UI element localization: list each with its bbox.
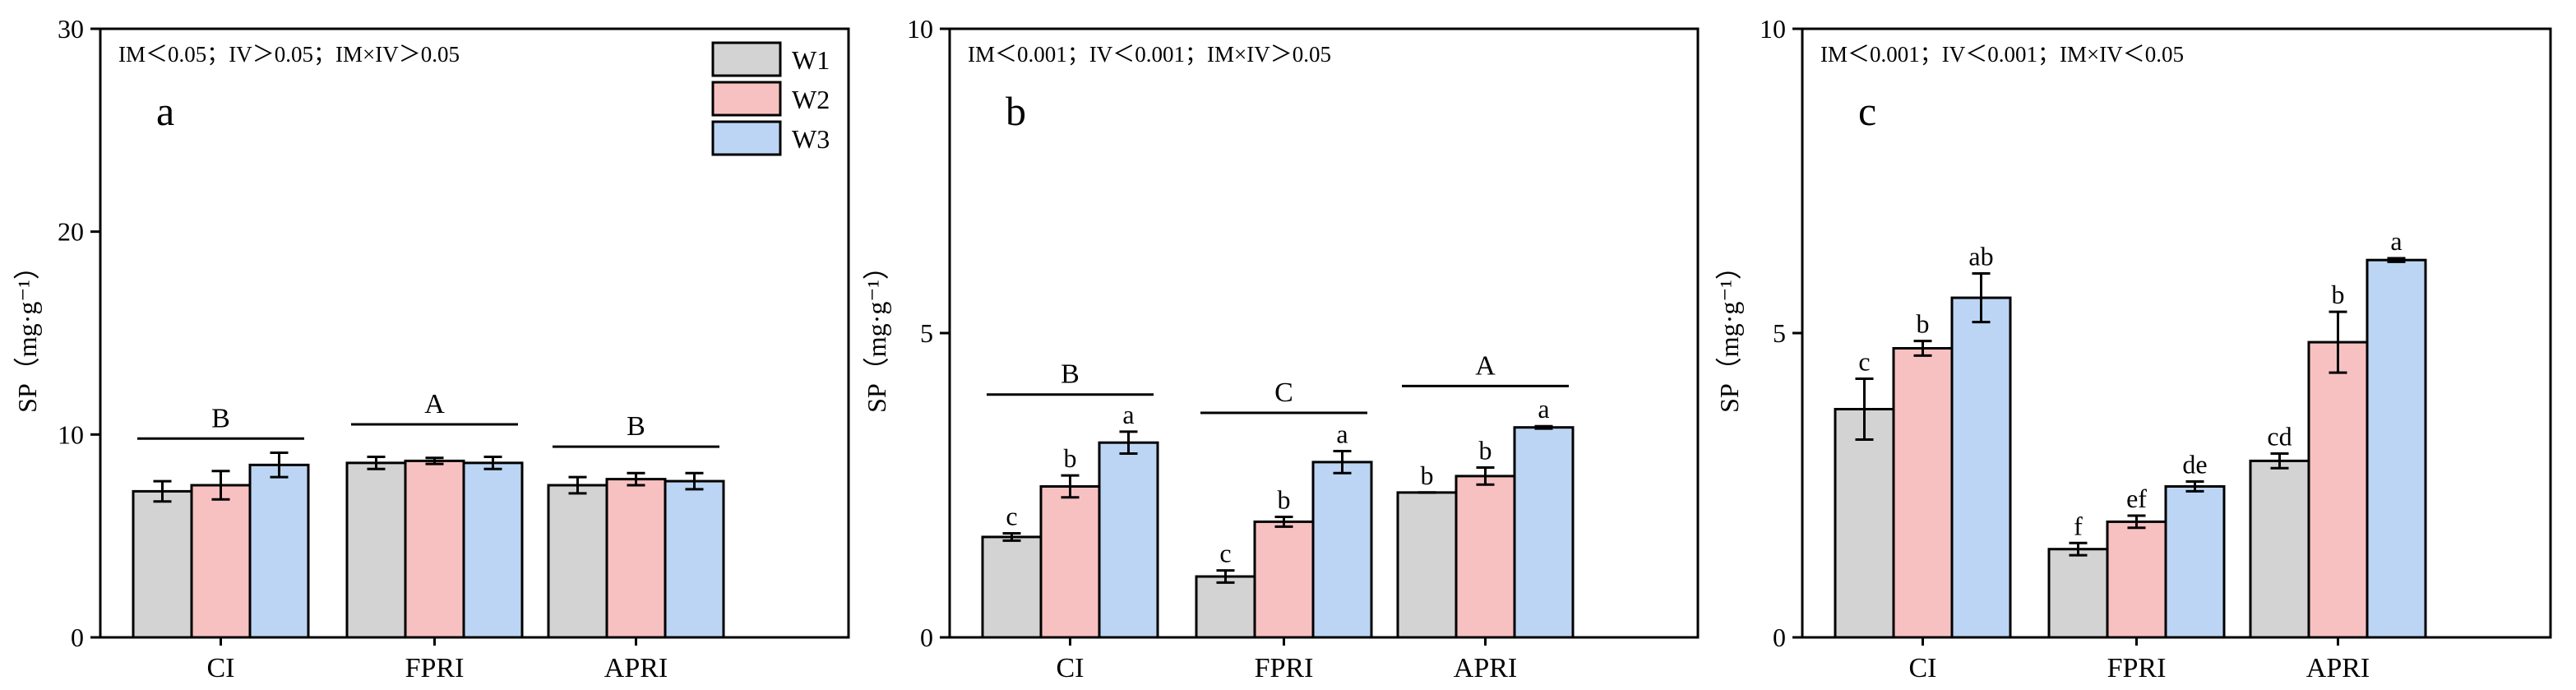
legend-label: W3 bbox=[792, 124, 830, 154]
bar-a-apri-w2 bbox=[605, 478, 667, 639]
bar-a-apri-w1 bbox=[547, 484, 608, 639]
y-tick-label: 5 bbox=[1773, 318, 1786, 348]
stats-annotation: IM＜0.05；IV＞0.05；IM×IV＞0.05 bbox=[118, 42, 460, 67]
bar-c-fpri-w3 bbox=[2164, 484, 2226, 639]
significance-letter: a bbox=[1336, 419, 1348, 449]
x-category-label: APRI bbox=[1454, 653, 1517, 683]
stats-annotation: IM＜0.001；IV＜0.001；IM×IV＞0.05 bbox=[968, 42, 1331, 67]
stats-annotation: IM＜0.001；IV＜0.001；IM×IV＜0.05 bbox=[1820, 42, 2184, 67]
bar-c-fpri-w1 bbox=[2047, 548, 2109, 639]
x-category-label: FPRI bbox=[405, 653, 465, 683]
x-category-label: APRI bbox=[604, 653, 668, 683]
y-tick-label: 10 bbox=[907, 14, 933, 44]
x-category-label: CI bbox=[1057, 653, 1085, 683]
significance-letter: c bbox=[1219, 539, 1231, 568]
group-letter: A bbox=[1475, 350, 1496, 381]
bar-a-ci-w3 bbox=[248, 463, 310, 639]
significance-letter: de bbox=[2182, 450, 2207, 479]
bar-a-fpri-w1 bbox=[345, 461, 407, 639]
bar-c-fpri-w2 bbox=[2106, 520, 2167, 639]
bar-b-ci-w2 bbox=[1039, 484, 1101, 639]
y-axis-title: SP（mg·g⁻¹） bbox=[1714, 253, 1744, 413]
y-tick-label: 0 bbox=[1773, 623, 1786, 652]
bar-a-apri-w3 bbox=[664, 479, 725, 639]
plot-frame-a bbox=[99, 27, 850, 639]
y-tick-label: 10 bbox=[1760, 14, 1786, 44]
y-tick-label: 0 bbox=[71, 623, 84, 652]
significance-letter: b bbox=[2332, 280, 2345, 309]
y-tick-label: 10 bbox=[58, 419, 84, 449]
bar-a-fpri-w2 bbox=[404, 459, 465, 639]
significance-letter: b bbox=[1064, 443, 1077, 473]
significance-letter: c bbox=[1858, 347, 1870, 377]
significance-letter: cd bbox=[2267, 422, 2292, 452]
legend-swatch-w2 bbox=[711, 81, 782, 117]
significance-letter: f bbox=[2074, 511, 2083, 540]
significance-letter: a bbox=[1538, 394, 1549, 424]
y-tick-label: 5 bbox=[920, 318, 933, 348]
y-tick-label: 20 bbox=[58, 217, 84, 247]
bar-b-ci-w3 bbox=[1098, 441, 1159, 639]
bar-a-fpri-w3 bbox=[462, 461, 524, 639]
significance-letter: b bbox=[1917, 309, 1930, 339]
significance-letter: c bbox=[1006, 501, 1017, 530]
bar-c-apri-w3 bbox=[2366, 258, 2427, 639]
y-tick-label: 30 bbox=[58, 14, 84, 44]
x-category-label: CI bbox=[1909, 653, 1937, 683]
significance-letter: b bbox=[1278, 484, 1291, 514]
group-letter: A bbox=[424, 389, 445, 419]
legend-label: W1 bbox=[792, 45, 830, 75]
x-category-label: APRI bbox=[2306, 653, 2370, 683]
bar-b-fpri-w1 bbox=[1195, 575, 1256, 639]
bar-a-ci-w2 bbox=[190, 484, 252, 639]
bar-c-ci-w3 bbox=[1950, 296, 2012, 639]
bar-b-apri-w3 bbox=[1513, 426, 1575, 639]
significance-letter: ef bbox=[2126, 484, 2147, 513]
significance-letter: a bbox=[1122, 400, 1134, 429]
bar-c-apri-w2 bbox=[2307, 340, 2369, 639]
y-axis-title: SP（mg·g⁻¹） bbox=[12, 253, 42, 413]
bar-c-ci-w1 bbox=[1834, 408, 1895, 639]
significance-letter: a bbox=[2390, 226, 2402, 256]
significance-letter: b bbox=[1479, 436, 1492, 465]
bar-b-apri-w2 bbox=[1454, 475, 1516, 639]
x-category-label: FPRI bbox=[1255, 653, 1314, 683]
x-category-label: CI bbox=[207, 653, 235, 683]
group-letter: C bbox=[1274, 377, 1293, 408]
bar-a-ci-w1 bbox=[132, 489, 193, 639]
panel-letter: b bbox=[1006, 88, 1026, 134]
significance-letter: ab bbox=[1968, 241, 1993, 271]
legend-label: W2 bbox=[792, 85, 830, 114]
legend-swatch-w1 bbox=[711, 41, 782, 77]
bar-c-ci-w2 bbox=[1892, 347, 1954, 639]
group-letter: B bbox=[1061, 359, 1080, 390]
panel-letter: c bbox=[1858, 88, 1876, 134]
x-category-label: FPRI bbox=[2107, 653, 2167, 683]
bar-b-apri-w1 bbox=[1396, 491, 1458, 639]
legend-swatch-w3 bbox=[711, 120, 782, 156]
bar-b-fpri-w3 bbox=[1311, 461, 1373, 639]
bar-c-apri-w1 bbox=[2249, 459, 2310, 639]
y-axis-title: SP（mg·g⁻¹） bbox=[862, 253, 891, 413]
y-tick-label: 0 bbox=[920, 623, 933, 652]
bar-b-ci-w1 bbox=[981, 535, 1043, 639]
panel-letter: a bbox=[156, 88, 174, 134]
group-letter: B bbox=[211, 403, 230, 433]
bar-b-fpri-w2 bbox=[1253, 520, 1315, 639]
group-letter: B bbox=[627, 411, 645, 442]
significance-letter: b bbox=[1421, 461, 1434, 490]
